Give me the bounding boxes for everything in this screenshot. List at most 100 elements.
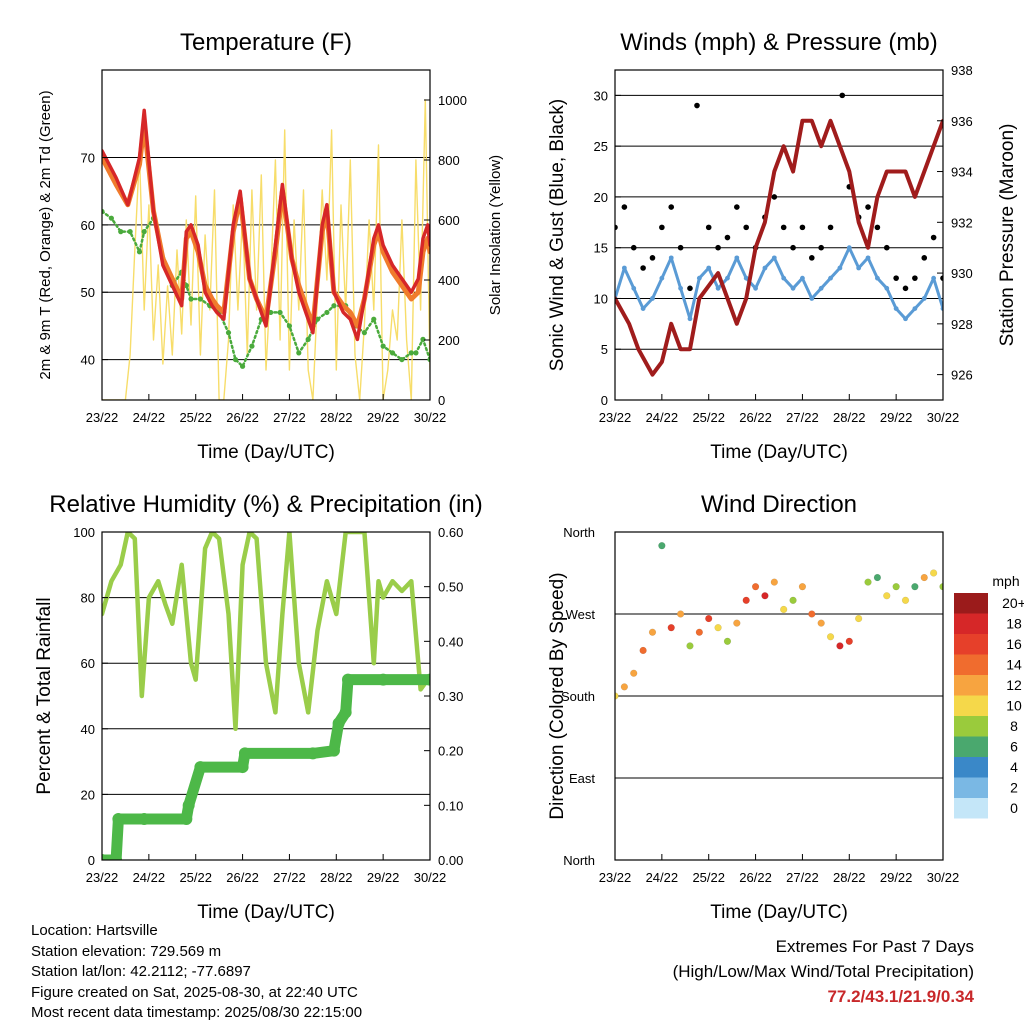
y-tick-label: 20 (594, 190, 608, 205)
y2-tick-label: 930 (951, 266, 973, 281)
y-tick-label: 40 (81, 353, 95, 368)
y-tick-label: North (563, 853, 595, 868)
rain-line (102, 674, 430, 860)
y-tick-label: 50 (81, 285, 95, 300)
x-tick-label: 29/22 (880, 870, 913, 885)
wind-point (659, 275, 665, 281)
plot-frame (614, 69, 944, 401)
rain-point (138, 813, 151, 825)
gust-point (818, 244, 824, 251)
y-tick-label: East (569, 771, 595, 786)
x-tick-label: 26/22 (739, 410, 772, 425)
direction-point (911, 583, 919, 591)
t2m-line (102, 108, 430, 342)
gust-point (743, 224, 749, 231)
extremes-values: 77.2/43.1/21.9/0.34 (827, 987, 974, 1006)
gust-point (649, 255, 656, 261)
gust-point (809, 255, 815, 261)
x-tick-label: 23/22 (599, 870, 632, 885)
y-tick-label: 0 (88, 853, 95, 868)
rain-point (342, 673, 354, 686)
rain-point (306, 747, 319, 760)
wind-point (771, 255, 777, 261)
direction-point (733, 619, 741, 627)
x-tick-label: 27/22 (786, 870, 819, 885)
chart-title: Winds (mph) & Pressure (mb) (620, 29, 937, 56)
x-tick-label: 25/22 (179, 410, 212, 425)
x-tick-label: 29/22 (367, 410, 400, 425)
direction-chart: Wind Direction 23/22 24/22 25/22 26/22 27/22 2… (547, 491, 1024, 923)
wind-point (837, 265, 843, 271)
wind-point (912, 306, 918, 312)
info-location: Location: Hartsville (31, 922, 158, 939)
wind-point (931, 275, 937, 281)
legend-swatch (954, 634, 988, 655)
y-tick-label: 80 (81, 591, 95, 606)
gust-point (640, 265, 646, 271)
y-tick-label: 60 (81, 218, 95, 233)
legend-label: 4 (1010, 759, 1018, 775)
y2-tick-label: 0.00 (438, 853, 463, 868)
direction-point (658, 542, 666, 550)
wind-point (753, 285, 758, 291)
gust-point (615, 224, 618, 231)
rain-point (110, 854, 123, 860)
direction-point (901, 596, 910, 604)
wind-point (650, 296, 655, 301)
direction-point (630, 669, 638, 677)
y-tick-label: 100 (73, 525, 95, 540)
station-info: Location: Hartsville Station elevation: … (31, 921, 362, 1024)
x-tick-label: 23/22 (599, 410, 632, 425)
wind-point (921, 296, 927, 301)
direction-point (742, 596, 750, 604)
chart-title: Temperature (F) (180, 29, 352, 56)
legend-swatch (954, 736, 988, 757)
direction-point (929, 569, 938, 577)
x-tick-label: 24/22 (646, 410, 679, 425)
solar-line (102, 99, 430, 400)
x-tick-label: 24/22 (133, 410, 166, 425)
gust-point (921, 255, 928, 261)
winds-chart: Winds (mph) & Pressure (mb) 23/22 24/22 25/… (547, 29, 1018, 463)
gust-point (839, 92, 846, 99)
wind-point (856, 265, 862, 271)
plot-area (102, 532, 430, 860)
wind-line (615, 246, 943, 321)
rain-point (424, 673, 430, 686)
direction-point (686, 642, 694, 650)
y2-tick-label: 932 (951, 215, 973, 230)
y-tick-label: 15 (594, 241, 608, 256)
y2-axis-label: Station Pressure (Maroon) (997, 124, 1018, 347)
y-tick-label: 25 (594, 139, 608, 154)
info-latlon: Station lat/lon: 42.2112; -77.6897 (31, 963, 251, 980)
direction-point (695, 628, 703, 636)
y2-tick-label: 0.60 (438, 525, 463, 540)
legend-label: 0 (1010, 800, 1018, 816)
direction-point (761, 592, 769, 600)
wind-point (762, 265, 768, 271)
legend-swatch (954, 716, 988, 737)
wind-point (715, 285, 721, 291)
legend-label: 6 (1010, 739, 1018, 755)
gust-point (705, 224, 712, 231)
rain-point (238, 747, 251, 760)
y-axis-label: Direction (Colored By Speed) (547, 572, 568, 819)
gust-point (715, 244, 721, 251)
x-tick-label: 24/22 (133, 870, 166, 885)
wind-point (631, 285, 637, 291)
y2-tick-label: 1000 (438, 93, 467, 108)
gust-point (912, 275, 918, 281)
gust-point (677, 244, 684, 251)
y-axis-label: Percent & Total Rainfall (34, 597, 55, 794)
y-tick-label: 30 (594, 88, 608, 103)
direction-point (705, 614, 713, 623)
wind-point (818, 285, 824, 291)
wind-point (687, 316, 693, 322)
gust-point (668, 204, 675, 210)
y2-tick-label: 936 (951, 114, 973, 129)
wind-point (903, 316, 908, 322)
temperature-chart: Temperature (F) 23/22 24/22 25/22 26/22 27/22… (37, 29, 504, 463)
direction-point (883, 592, 891, 600)
chart-title: Wind Direction (701, 491, 857, 518)
